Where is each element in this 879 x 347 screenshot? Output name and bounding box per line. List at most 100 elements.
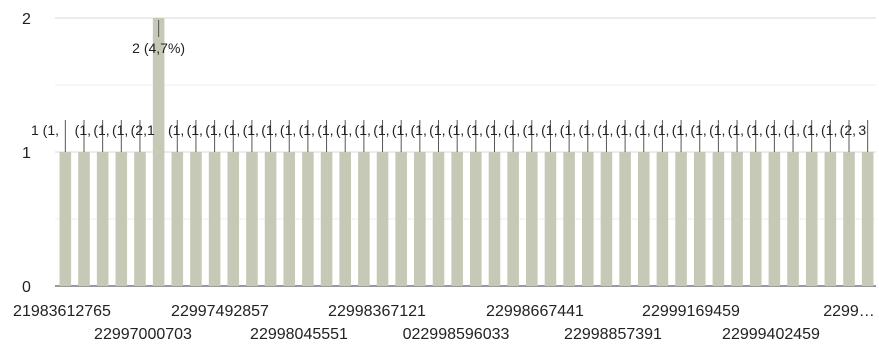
data-label: (2, (840, 122, 856, 138)
bar (432, 152, 445, 286)
bar (134, 152, 146, 286)
bar (712, 152, 725, 286)
x-tick-label: 022998596033 (403, 326, 510, 342)
bar (693, 152, 706, 286)
bar (563, 152, 575, 286)
data-label: (1, (784, 122, 800, 138)
bar (227, 152, 240, 286)
data-label: (1, (448, 122, 464, 138)
data-label: (1, (224, 122, 240, 138)
bar (470, 152, 482, 286)
bar (358, 152, 370, 286)
bar (843, 152, 855, 286)
data-label: (1, (522, 122, 538, 138)
bar (805, 152, 818, 286)
data-label: (1, (467, 122, 483, 138)
y-tick-label: 1 (22, 145, 31, 162)
bar (581, 152, 594, 286)
bar (507, 152, 519, 286)
bar (656, 152, 669, 286)
bar (637, 152, 650, 286)
data-label: (1, (317, 122, 333, 138)
data-label: (1, (653, 122, 669, 138)
data-label: (1, (802, 122, 818, 138)
data-label: (1, (336, 122, 352, 138)
data-label: (1, (560, 122, 576, 138)
data-label: (1, (485, 122, 501, 138)
data-label: (1, (373, 122, 389, 138)
bar (749, 152, 762, 286)
bar (675, 152, 687, 286)
bar (526, 152, 538, 286)
bar (824, 152, 837, 286)
data-label: 2 (4,7%) (132, 40, 185, 56)
data-label: (1, (93, 122, 109, 138)
bar (115, 152, 128, 286)
bar (619, 152, 631, 286)
bar (768, 152, 781, 286)
bar (171, 152, 184, 286)
data-label: (1, (261, 122, 277, 138)
data-label: (1, (355, 122, 371, 138)
x-tick-label: 2299… (823, 303, 875, 320)
x-tick-label: 22999169459 (642, 303, 740, 320)
data-label: (1, (821, 122, 837, 138)
bar (302, 152, 314, 286)
y-tick-label: 2 (22, 11, 31, 28)
bar (395, 152, 407, 286)
data-label: (1, (75, 122, 91, 138)
bar (488, 152, 501, 286)
data-label: (1, (112, 122, 128, 138)
data-label: (1, (504, 122, 520, 138)
bar (600, 152, 613, 286)
data-label: (1, (411, 122, 427, 138)
data-label: (1, (168, 122, 184, 138)
bar (283, 152, 296, 286)
bar (208, 152, 221, 286)
data-label: (1, (690, 122, 706, 138)
data-label: (1, (187, 122, 203, 138)
bar (96, 152, 109, 286)
x-tick-label: 22998045551 (250, 326, 348, 342)
data-label: (1, (709, 122, 725, 138)
data-label: (1, (243, 122, 259, 138)
data-label: (1, (746, 122, 762, 138)
bar (320, 152, 333, 286)
data-label: (1, (634, 122, 650, 138)
bar (861, 152, 874, 286)
bar (78, 152, 90, 286)
bar (414, 152, 426, 286)
x-tick-label: 22997492857 (171, 303, 269, 320)
data-label: (1, (765, 122, 781, 138)
bar (451, 152, 463, 286)
bar (264, 152, 277, 286)
bar (152, 18, 165, 286)
bar (731, 152, 743, 286)
data-label: (1, (429, 122, 445, 138)
data-label: (1, (541, 122, 557, 138)
bar (246, 152, 258, 286)
x-tick-label: 22998857391 (564, 326, 662, 342)
bar (787, 152, 799, 286)
data-label: (1, (597, 122, 613, 138)
data-label: (1, (616, 122, 632, 138)
data-label: (1, (578, 122, 594, 138)
data-label: (1, (728, 122, 744, 138)
data-label: (1, (392, 122, 408, 138)
bar (544, 152, 557, 286)
data-label: (1, (672, 122, 688, 138)
bar (339, 152, 352, 286)
x-tick-label: 22999402459 (722, 326, 820, 342)
x-tick-label: 22998367121 (328, 303, 426, 320)
bar (376, 152, 389, 286)
data-label: (1, (205, 122, 221, 138)
data-label: (1, (299, 122, 315, 138)
data-label: (2,1 (131, 122, 155, 138)
bar (190, 152, 202, 286)
x-tick-label: 22998667441 (486, 303, 584, 320)
data-label: 3 (858, 122, 866, 138)
data-label: (1, (280, 122, 296, 138)
x-tick-label: 22997000703 (94, 326, 192, 342)
